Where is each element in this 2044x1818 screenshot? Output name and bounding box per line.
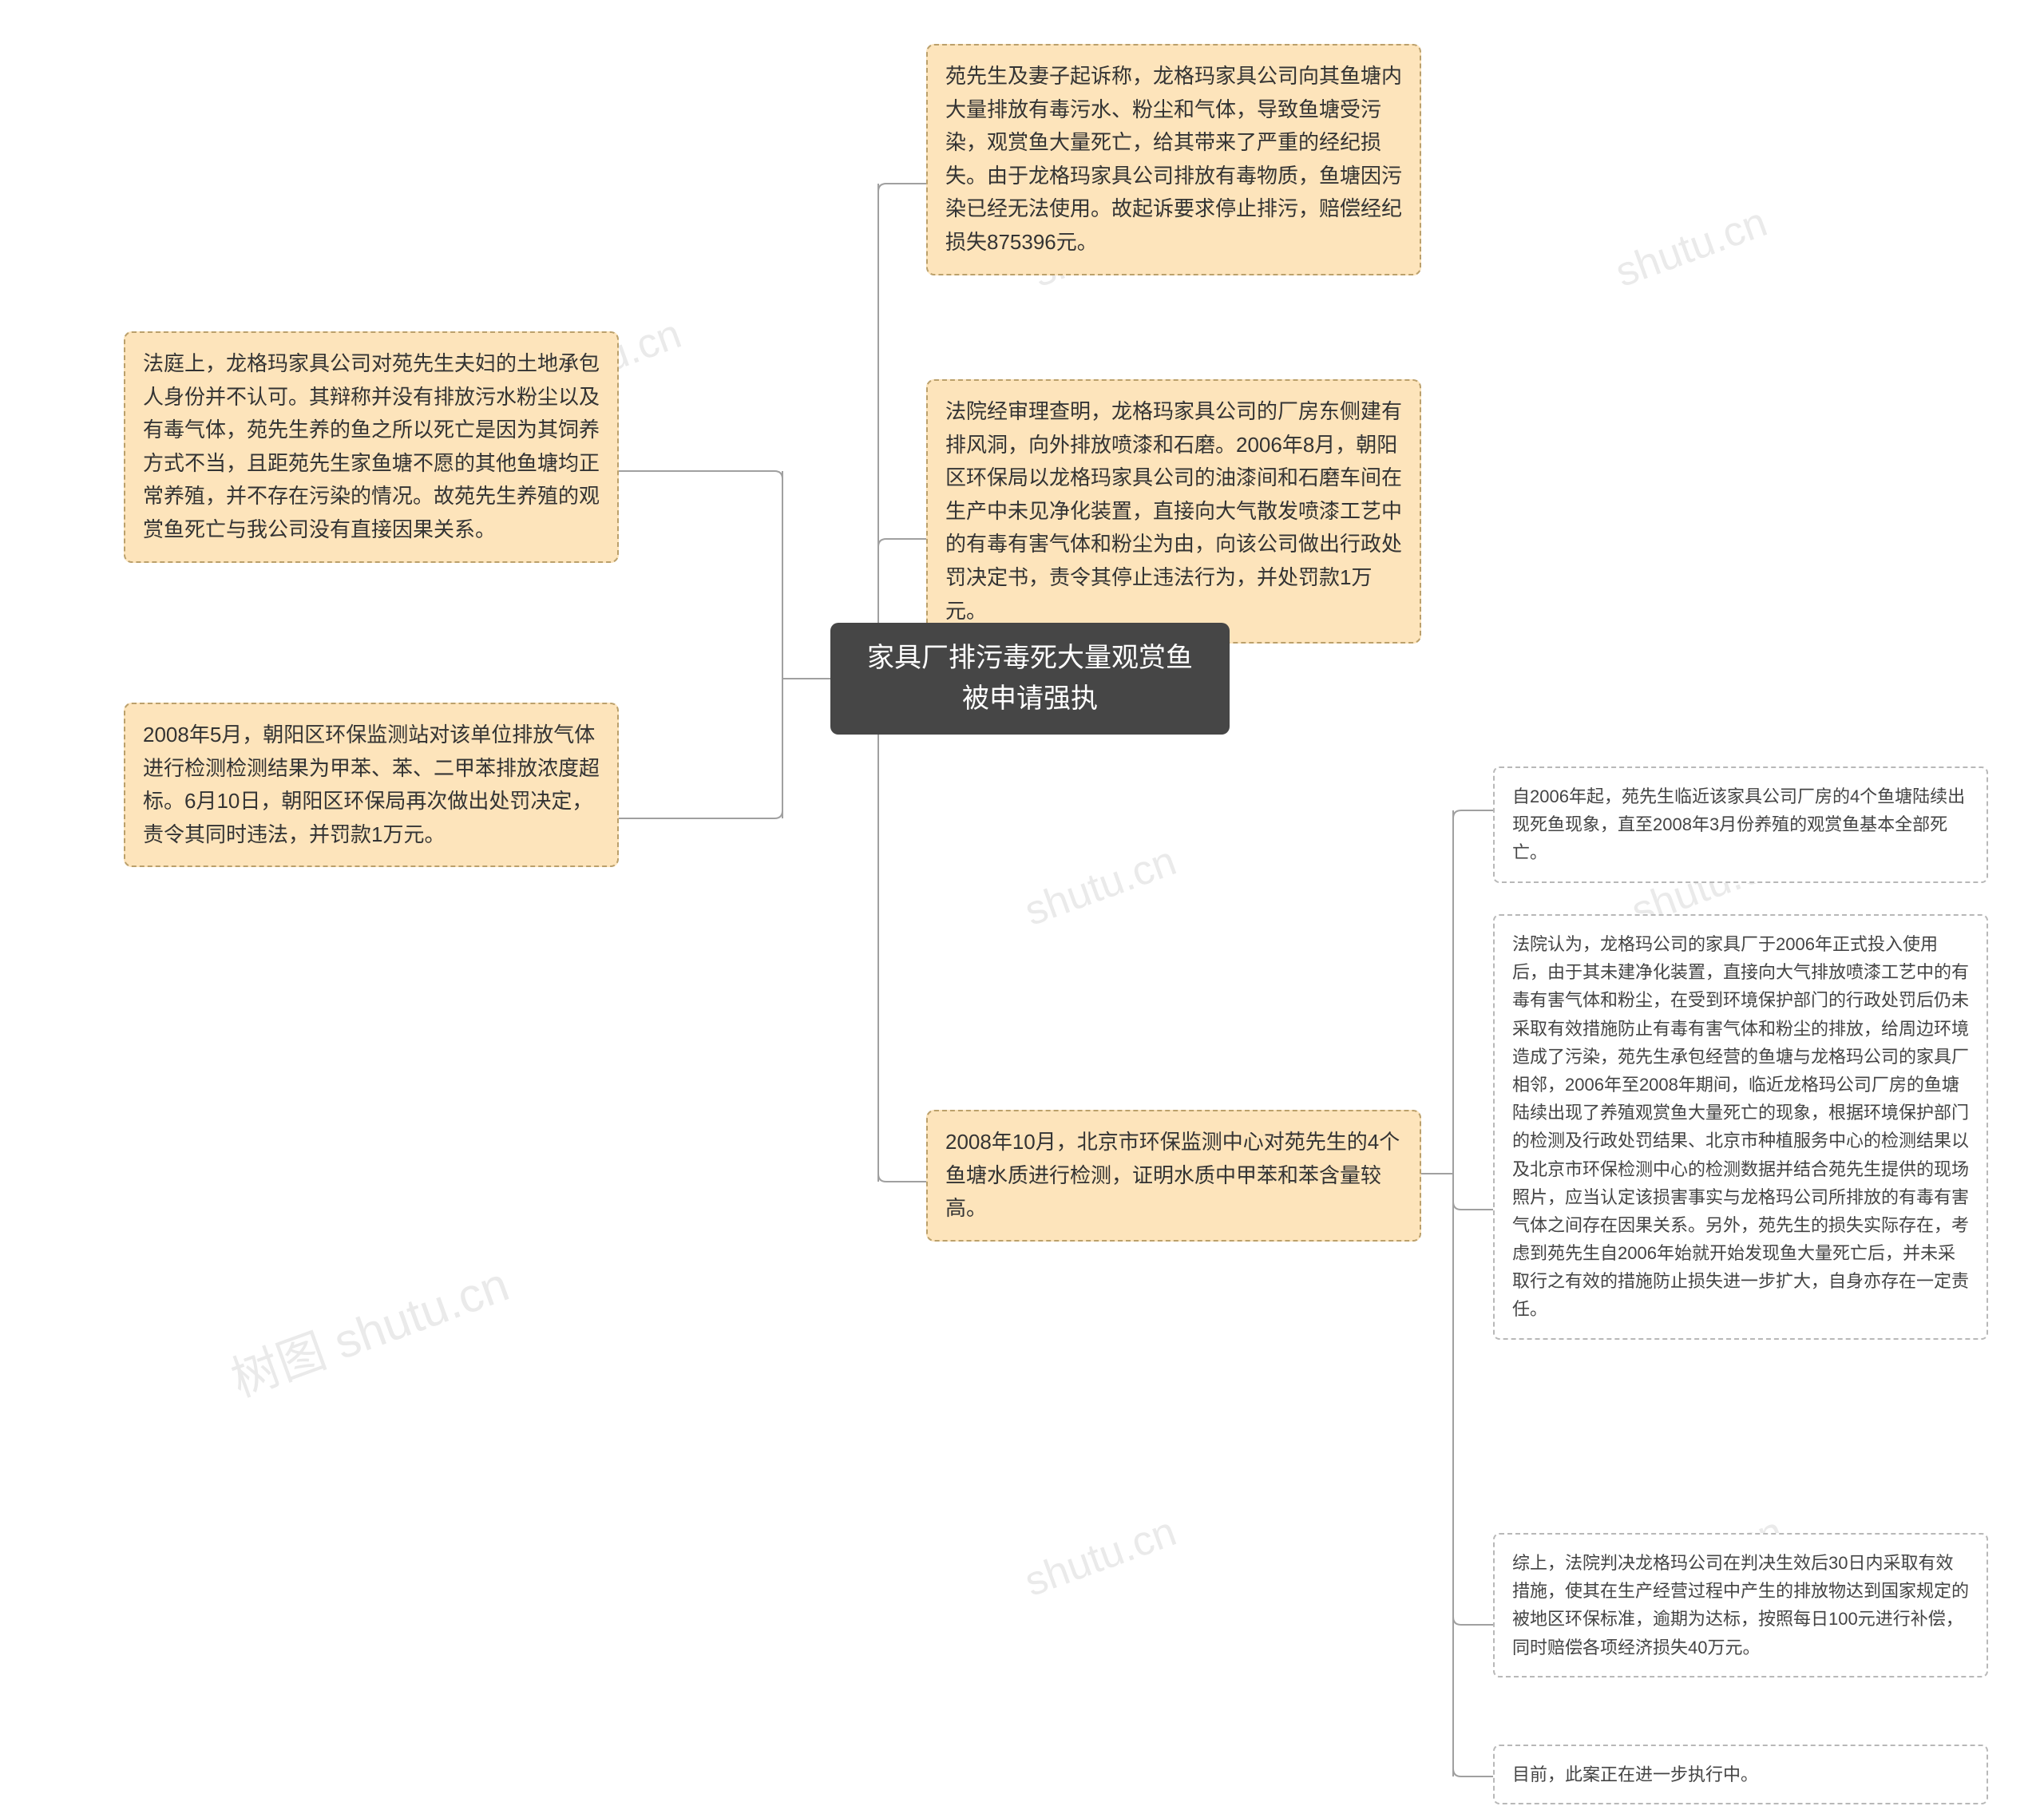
- watermark: 树图 shutu.cn: [220, 1246, 517, 1410]
- left-node-2[interactable]: 2008年5月，朝阳区环保监测站对该单位排放气体进行检测检测结果为甲苯、苯、二甲…: [124, 703, 619, 867]
- watermark: shutu.cn: [1019, 1507, 1182, 1606]
- right-node-1[interactable]: 苑先生及妻子起诉称，龙格玛家具公司向其鱼塘内大量排放有毒污水、粉尘和气体，导致鱼…: [926, 44, 1421, 275]
- mindmap-canvas: 树图 shutu.cn shutu.cn shutu.cn shutu.cn s…: [0, 0, 2044, 1818]
- sub-node-3[interactable]: 综上，法院判决龙格玛公司在判决生效后30日内采取有效措施，使其在生产经营过程中产…: [1493, 1533, 1988, 1677]
- watermark: shutu.cn: [1019, 837, 1182, 936]
- node-text: 法院经审理查明，龙格玛家具公司的厂房东侧建有排风洞，向外排放喷漆和石磨。2006…: [945, 399, 1402, 623]
- node-text: 2008年5月，朝阳区环保监测站对该单位排放气体进行检测检测结果为甲苯、苯、二甲…: [143, 723, 600, 846]
- node-text: 法院认为，龙格玛公司的家具厂于2006年正式投入使用后，由于其未建净化装置，直接…: [1512, 934, 1969, 1319]
- node-text: 苑先生及妻子起诉称，龙格玛家具公司向其鱼塘内大量排放有毒污水、粉尘和气体，导致鱼…: [945, 64, 1402, 254]
- root-node[interactable]: 家具厂排污毒死大量观赏鱼被申请强执: [830, 623, 1230, 735]
- left-node-1[interactable]: 法庭上，龙格玛家具公司对苑先生夫妇的土地承包人身份并不认可。其辩称并没有排放污水…: [124, 331, 619, 563]
- right-node-3[interactable]: 2008年10月，北京市环保监测中心对苑先生的4个鱼塘水质进行检测，证明水质中甲…: [926, 1110, 1421, 1242]
- right-node-2[interactable]: 法院经审理查明，龙格玛家具公司的厂房东侧建有排风洞，向外排放喷漆和石磨。2006…: [926, 379, 1421, 644]
- node-text: 2008年10月，北京市环保监测中心对苑先生的4个鱼塘水质进行检测，证明水质中甲…: [945, 1130, 1400, 1220]
- node-text: 综上，法院判决龙格玛公司在判决生效后30日内采取有效措施，使其在生产经营过程中产…: [1512, 1553, 1969, 1658]
- node-text: 目前，此案正在进一步执行中。: [1512, 1765, 1758, 1784]
- node-text: 自2006年起，苑先生临近该家具公司厂房的4个鱼塘陆续出现死鱼现象，直至2008…: [1512, 786, 1965, 862]
- sub-node-4[interactable]: 目前，此案正在进一步执行中。: [1493, 1745, 1988, 1804]
- root-label: 家具厂排污毒死大量观赏鱼被申请强执: [854, 638, 1206, 719]
- watermark: shutu.cn: [1610, 198, 1773, 297]
- sub-node-1[interactable]: 自2006年起，苑先生临近该家具公司厂房的4个鱼塘陆续出现死鱼现象，直至2008…: [1493, 766, 1988, 883]
- sub-node-2[interactable]: 法院认为，龙格玛公司的家具厂于2006年正式投入使用后，由于其未建净化装置，直接…: [1493, 914, 1988, 1340]
- node-text: 法庭上，龙格玛家具公司对苑先生夫妇的土地承包人身份并不认可。其辩称并没有排放污水…: [143, 351, 600, 541]
